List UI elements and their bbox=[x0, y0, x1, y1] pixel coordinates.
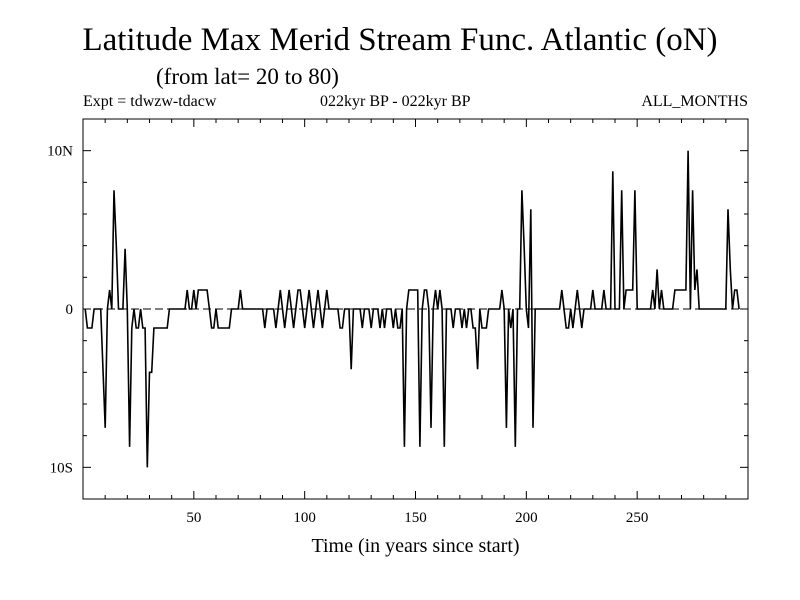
series-line bbox=[84, 150, 740, 468]
axis-ticks bbox=[83, 119, 748, 499]
experiment-label: Expt = tdwzw-tdacw bbox=[83, 93, 217, 110]
y-tick-label: 10S bbox=[50, 460, 73, 476]
x-tick-label: 50 bbox=[186, 510, 201, 526]
x-tick-label: 200 bbox=[515, 510, 538, 526]
x-tick-label: 250 bbox=[626, 510, 649, 526]
months-label: ALL_MONTHS bbox=[641, 93, 748, 110]
x-tick-label: 150 bbox=[404, 510, 427, 526]
plot-frame bbox=[82, 118, 749, 500]
period-label: 022kyr BP - 022kyr BP bbox=[320, 93, 471, 110]
x-axis-label: Time (in years since start) bbox=[311, 535, 519, 557]
y-tick-label: 0 bbox=[66, 302, 74, 318]
chart-title: Latitude Max Merid Stream Func. Atlantic… bbox=[82, 22, 718, 58]
axis-tick-labels: 50 100 150 200 250 10N 0 10S bbox=[47, 144, 648, 526]
x-tick-label: 100 bbox=[293, 510, 316, 526]
y-tick-label: 10N bbox=[47, 144, 73, 160]
chart-subtitle: (from lat= 20 to 80) bbox=[156, 64, 339, 89]
